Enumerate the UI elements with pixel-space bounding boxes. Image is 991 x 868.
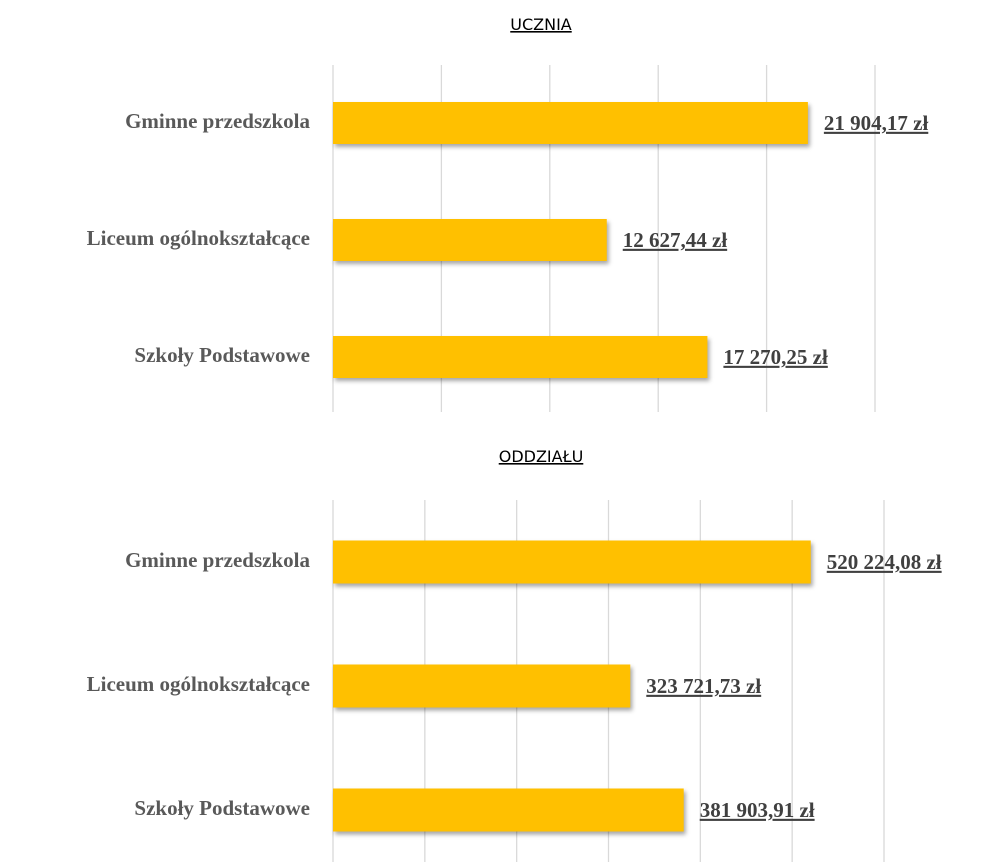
bar	[333, 336, 708, 378]
chart: UCZNIA Gminne przedszkola 21 904,17 zł Lice…	[87, 15, 929, 412]
chart: ODDZIAŁU Gminne przedszkola 520 224,08 zł L…	[87, 447, 942, 862]
value-label: 17 270,25 zł	[723, 345, 828, 369]
category-label: Szkoły Podstawowe	[134, 796, 310, 820]
bar	[333, 788, 684, 832]
bar	[333, 540, 811, 584]
value-label: 381 903,91 zł	[700, 798, 815, 822]
category-label: Liceum ogólnokształcące	[87, 672, 310, 696]
category-label: Liceum ogólnokształcące	[87, 226, 310, 250]
bar	[333, 664, 631, 708]
category-label: Gminne przedszkola	[125, 548, 310, 572]
value-label: 520 224,08 zł	[827, 550, 942, 574]
value-label: 323 721,73 zł	[646, 674, 761, 698]
chart-title: ODDZIAŁU	[499, 447, 584, 466]
category-label: Szkoły Podstawowe	[134, 343, 310, 367]
chart-title: UCZNIA	[510, 15, 572, 34]
bar	[333, 102, 808, 144]
bar	[333, 219, 607, 261]
value-label: 12 627,44 zł	[623, 228, 728, 252]
value-label: 21 904,17 zł	[824, 111, 929, 135]
category-label: Gminne przedszkola	[125, 109, 310, 133]
